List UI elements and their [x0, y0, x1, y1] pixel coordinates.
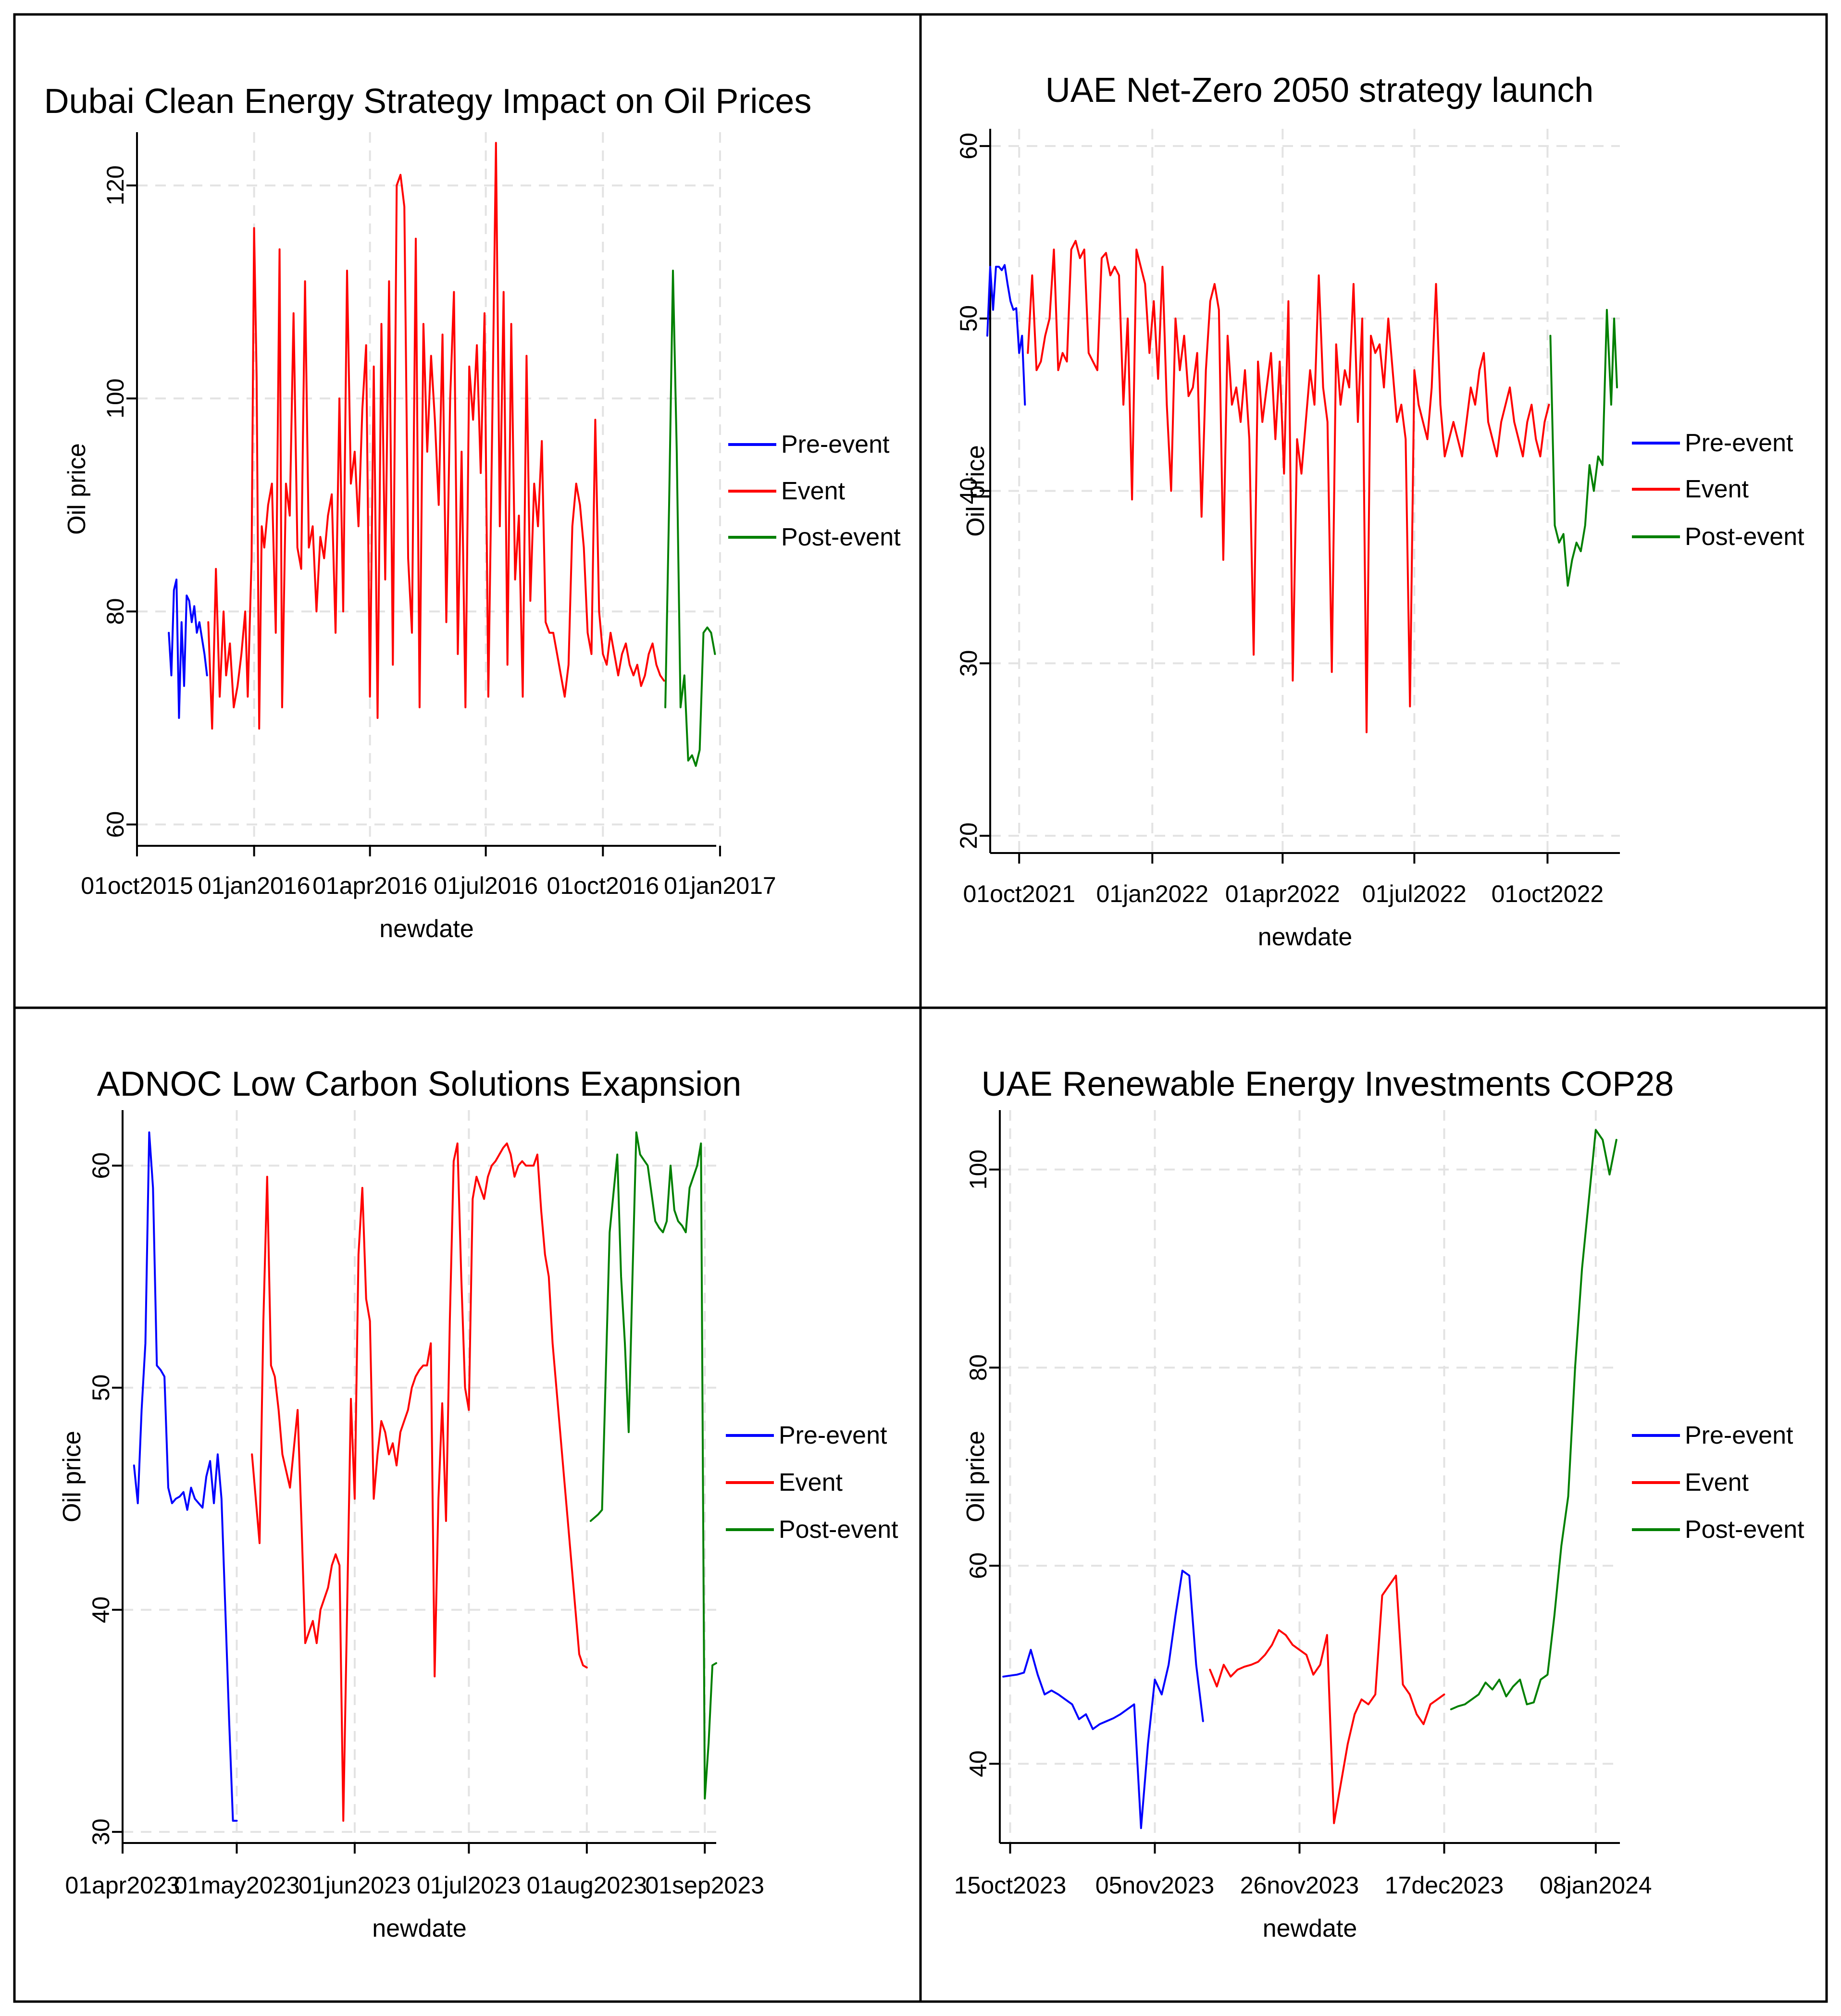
series-line-event	[251, 1142, 588, 1822]
chart-title: UAE Renewable Energy Investments COP28	[982, 1065, 1674, 1103]
y-tick-label: 60	[955, 133, 982, 160]
x-tick-label: 05nov2023	[1095, 1872, 1214, 1899]
series-line-post-event	[664, 270, 716, 767]
chart-title: ADNOC Low Carbon Solutions Exapnsion	[97, 1065, 742, 1103]
series-line-post-event	[1549, 309, 1618, 587]
legend-label: Pre-event	[781, 431, 890, 458]
x-axis-title: newdate	[1263, 1915, 1357, 1942]
series-line-post-event	[589, 1131, 717, 1800]
legend-label: Post-event	[1685, 523, 1804, 551]
y-tick-label: 50	[955, 305, 982, 332]
legend-label: Event	[1685, 475, 1749, 503]
x-tick-label: 01apr2022	[1225, 880, 1340, 907]
x-tick-label: 08jan2024	[1540, 1872, 1652, 1899]
chart-panel-uae-net-zero: 20 30 40 50 60 01oct2021 01jan2022 01apr2022 01j…	[955, 71, 1804, 951]
x-tick-label: 01oct2016	[547, 872, 659, 899]
chart-panel-uae-renewable-cop28: 40 60 80 100 15oct2023 05nov2023 26nov2023 17de…	[954, 1065, 1804, 1942]
y-tick-label: 120	[102, 165, 129, 205]
x-tick-label: 01oct2015	[81, 872, 193, 899]
series-line-event	[1027, 240, 1550, 733]
legend-label: Post-event	[1685, 1516, 1804, 1544]
series-line-post-event	[1450, 1129, 1617, 1710]
legend-label: Pre-event	[1685, 1422, 1793, 1449]
x-tick-label: 01jan2022	[1096, 880, 1208, 907]
y-tick-label: 30	[955, 650, 982, 677]
series-line-event	[207, 142, 665, 730]
legend-label: Post-event	[781, 523, 901, 551]
x-tick-label: 15oct2023	[954, 1872, 1067, 1899]
y-axis-title: Oil price	[962, 1431, 990, 1522]
x-axis-title: newdate	[379, 915, 474, 943]
y-tick-label: 30	[87, 1818, 114, 1845]
y-axis-title: Oil price	[962, 445, 990, 537]
legend-label: Pre-event	[1685, 429, 1793, 457]
x-tick-label: 01oct2021	[963, 880, 1075, 907]
legend-label: Event	[781, 477, 846, 505]
series-line-pre-event	[133, 1131, 238, 1822]
x-tick-label: 01apr2023	[65, 1872, 180, 1899]
x-tick-label: 01aug2023	[527, 1872, 647, 1899]
y-tick-label: 60	[965, 1552, 992, 1579]
chart-title: Dubai Clean Energy Strategy Impact on Oi…	[44, 82, 812, 121]
y-tick-label: 60	[87, 1152, 114, 1179]
y-tick-label: 80	[102, 598, 129, 625]
series-line-event	[1209, 1574, 1445, 1824]
y-axis-title: Oil price	[63, 443, 91, 535]
x-tick-label: 01jul2022	[1362, 880, 1467, 907]
x-tick-label: 01apr2016	[312, 872, 427, 899]
x-tick-label: 26nov2023	[1240, 1872, 1359, 1899]
x-tick-label: 01jul2016	[434, 872, 538, 899]
legend-label: Post-event	[779, 1516, 898, 1544]
x-tick-label: 01jun2023	[299, 1872, 411, 1899]
y-tick-label: 20	[955, 822, 982, 849]
y-tick-label: 60	[102, 811, 129, 838]
chart-title: UAE Net-Zero 2050 strategy launch	[1045, 71, 1594, 110]
y-tick-label: 100	[965, 1150, 992, 1189]
x-axis-title: newdate	[1258, 923, 1353, 951]
x-tick-label: 01jan2016	[198, 872, 311, 899]
legend-label: Event	[779, 1469, 843, 1497]
x-axis-title: newdate	[372, 1915, 467, 1942]
legend-label: Event	[1685, 1469, 1749, 1497]
y-tick-label: 80	[965, 1354, 992, 1381]
x-tick-label: 01sep2023	[646, 1872, 764, 1899]
series-line-pre-event	[1002, 1570, 1204, 1830]
y-tick-label: 100	[102, 378, 129, 418]
x-tick-label: 17dec2023	[1385, 1872, 1504, 1899]
y-tick-label: 50	[87, 1374, 114, 1401]
x-tick-label: 01may2023	[174, 1872, 299, 1899]
x-tick-label: 01oct2022	[1492, 880, 1604, 907]
y-axis-title: Oil price	[58, 1431, 86, 1522]
series-line-pre-event	[168, 578, 208, 719]
x-tick-label: 01jul2023	[417, 1872, 521, 1899]
legend-label: Pre-event	[779, 1422, 887, 1449]
y-tick-label: 40	[965, 1750, 992, 1777]
y-tick-label: 40	[955, 478, 982, 505]
y-tick-label: 40	[87, 1596, 114, 1623]
x-tick-label: 01jan2017	[664, 872, 776, 899]
chart-panel-dubai-clean-energy: 60 80 100 120 01oct2015 01jan2016 01apr2016 01j…	[44, 82, 901, 943]
series-line-pre-event	[986, 264, 1026, 406]
